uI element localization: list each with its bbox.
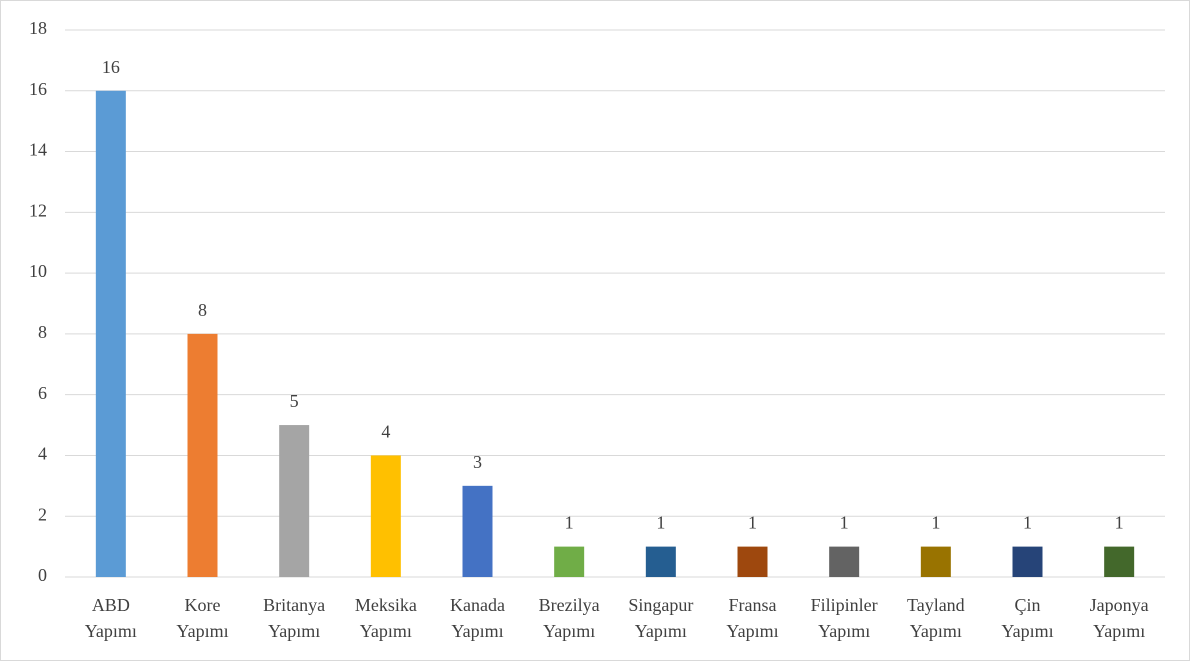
- bar: [1104, 546, 1135, 577]
- y-tick-label: 0: [38, 565, 47, 585]
- data-label: 1: [748, 513, 757, 533]
- data-label: 1: [565, 513, 574, 533]
- x-tick-label: Britanya Yapımı: [263, 595, 325, 641]
- bar: [370, 455, 401, 577]
- y-tick-label: 14: [29, 140, 47, 160]
- x-tick-label: Kanada Yapımı: [450, 595, 505, 641]
- y-tick-label: 18: [29, 18, 47, 38]
- bar: [1012, 546, 1043, 577]
- bar: [95, 90, 126, 578]
- data-label: 8: [198, 300, 207, 320]
- x-tick-label: Singapur Yapımı: [628, 595, 693, 641]
- x-tick-label: Brezilya Yapımı: [539, 595, 600, 641]
- x-tick-label: Çin Yapımı: [1001, 595, 1053, 641]
- data-label: 1: [1115, 513, 1124, 533]
- data-label: 1: [1023, 513, 1032, 533]
- bar: [920, 546, 951, 577]
- y-tick-label: 16: [29, 79, 47, 99]
- y-tick-label: 10: [29, 261, 47, 281]
- bar: [737, 546, 768, 577]
- bar: [187, 333, 218, 577]
- x-tick-label: Japonya Yapımı: [1090, 595, 1149, 641]
- x-tick-label: Tayland Yapımı: [907, 595, 965, 641]
- bar: [829, 546, 860, 577]
- data-label: 1: [656, 513, 665, 533]
- data-label: 3: [473, 452, 482, 472]
- data-label: 5: [290, 391, 299, 411]
- bar: [554, 546, 585, 577]
- y-tick-label: 6: [38, 383, 47, 403]
- x-tick-label: ABD Yapımı: [85, 595, 137, 641]
- bar: [645, 546, 676, 577]
- data-label: 1: [840, 513, 849, 533]
- bar: [279, 425, 310, 577]
- y-tick-label: 12: [29, 200, 47, 220]
- x-tick-label: Filipinler Yapımı: [811, 595, 878, 641]
- x-tick-label: Fransa Yapımı: [726, 595, 778, 641]
- x-tick-label: Meksika Yapımı: [355, 595, 417, 641]
- y-tick-label: 2: [38, 504, 47, 524]
- data-label: 1: [931, 513, 940, 533]
- y-tick-label: 4: [38, 444, 47, 464]
- data-label: 4: [381, 422, 390, 442]
- x-tick-label: Kore Yapımı: [176, 595, 228, 641]
- y-tick-label: 8: [38, 322, 47, 342]
- bar: [462, 485, 493, 577]
- data-label: 16: [102, 57, 120, 77]
